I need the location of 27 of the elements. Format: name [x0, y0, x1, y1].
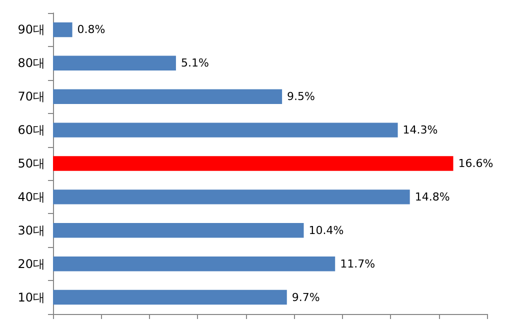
bar [53, 156, 454, 171]
bar [53, 223, 304, 238]
data-label: 10.4% [308, 224, 344, 237]
y-tick-label: 60대 [18, 123, 45, 138]
bar [53, 122, 398, 138]
bar [53, 256, 336, 272]
bar [53, 290, 287, 305]
data-label: 14.3% [402, 124, 438, 137]
y-tick-label: 40대 [18, 190, 45, 204]
y-tick-label: 50대 [18, 156, 45, 170]
data-label: 9.5% [287, 90, 316, 104]
y-tick-label: 30대 [18, 223, 45, 238]
data-label: 0.8% [77, 23, 106, 36]
y-tick-label: 90대 [18, 22, 45, 37]
bar [53, 89, 282, 104]
y-tick-label: 10대 [18, 290, 45, 304]
data-label: 11.7% [340, 257, 376, 270]
bar [53, 190, 410, 204]
y-tick-label: 20대 [18, 256, 45, 271]
data-label: 16.6% [458, 157, 494, 170]
y-tick-label: 70대 [18, 90, 45, 104]
y-tick-label: 80대 [18, 56, 45, 70]
bar [53, 22, 72, 38]
data-label: 9.7% [292, 290, 320, 304]
data-label: 5.1% [180, 56, 209, 70]
bar [53, 56, 176, 71]
data-label: 14.8% [414, 190, 450, 204]
